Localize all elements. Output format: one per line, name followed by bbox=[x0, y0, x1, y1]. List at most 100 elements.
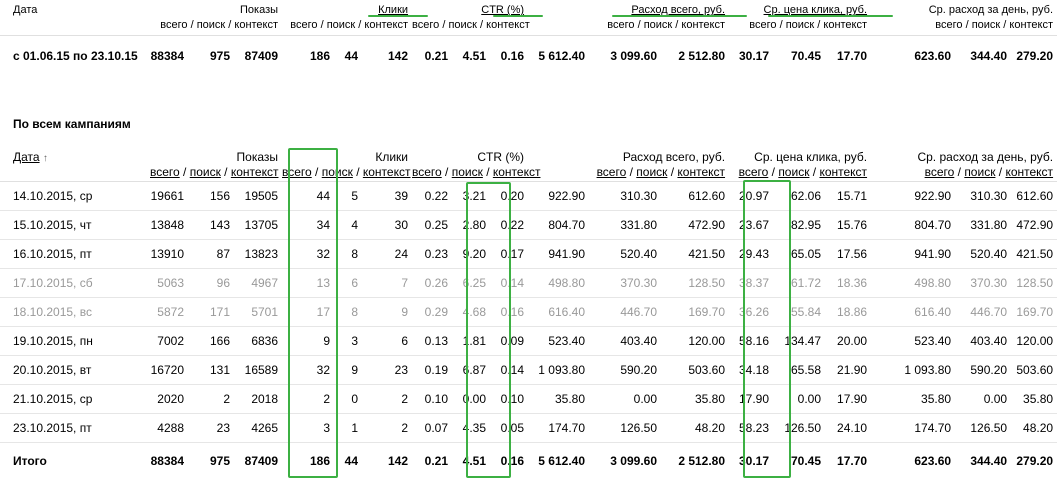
total-shows-all: 88384 bbox=[150, 454, 184, 468]
ctr-sort-context-link[interactable]: контекст bbox=[492, 165, 541, 179]
row-shows-search: 87 bbox=[188, 239, 234, 269]
row-cpc-search: 55.84 bbox=[773, 297, 826, 327]
row-ctr-search: 6.87 bbox=[452, 355, 491, 385]
summary-shows-context: 87409 bbox=[244, 49, 279, 63]
row-daily-context: 48.20 bbox=[1011, 413, 1057, 443]
row-date: 23.10.2015, пт bbox=[0, 413, 150, 443]
row-shows-context: 13705 bbox=[234, 210, 283, 240]
row-cost-all: 941.90 bbox=[528, 239, 590, 269]
row-daily-context: 120.00 bbox=[1011, 326, 1057, 356]
total-cost-search: 3 099.60 bbox=[610, 454, 658, 468]
table-row: 23.10.2015, пт 4288 23 4265 3 1 2 0.07 4.35 0.05 1… bbox=[0, 413, 1057, 443]
row-shows-search: 166 bbox=[188, 326, 234, 356]
row-cpc-all: 36.26 bbox=[729, 297, 774, 327]
shows-sort-context-link[interactable]: контекст bbox=[230, 165, 279, 179]
row-clicks-all: 3 bbox=[282, 413, 335, 443]
table-row: 20.10.2015, вт 16720 131 16589 32 9 23 0.19 6.87… bbox=[0, 355, 1057, 385]
row-cpc-search: 65.05 bbox=[773, 239, 826, 269]
row-cost-search: 590.20 bbox=[589, 355, 662, 385]
summary-cpc-header[interactable]: Ср. цена клика, руб. bbox=[763, 4, 868, 16]
row-clicks-search: 6 bbox=[334, 268, 363, 298]
row-clicks-search: 8 bbox=[334, 239, 363, 269]
row-daily-context: 169.70 bbox=[1011, 297, 1057, 327]
row-cpc-all: 58.16 bbox=[729, 326, 774, 356]
total-cpc-context: 17.70 bbox=[837, 454, 868, 468]
summary-cost-header[interactable]: Расход всего, руб. bbox=[631, 4, 726, 16]
row-cost-all: 1 093.80 bbox=[528, 355, 590, 385]
row-date: 15.10.2015, чт bbox=[0, 210, 150, 240]
row-shows-context: 6836 bbox=[234, 326, 283, 356]
row-ctr-search: 3.21 bbox=[452, 181, 491, 211]
summary-clicks-all: 186 bbox=[310, 49, 331, 63]
date-sort-link[interactable]: Дата bbox=[13, 150, 40, 164]
row-shows-search: 156 bbox=[188, 181, 234, 211]
row-shows-context: 16589 bbox=[234, 355, 283, 385]
cost-sort-all-link[interactable]: всего bbox=[596, 165, 627, 179]
summary-clicks-context: 142 bbox=[388, 49, 409, 63]
row-cost-search: 126.50 bbox=[589, 413, 662, 443]
total-clicks-search: 44 bbox=[344, 454, 359, 468]
row-clicks-all: 44 bbox=[282, 181, 335, 211]
row-daily-all: 804.70 bbox=[871, 210, 956, 240]
shows-sort-search-link[interactable]: поиск bbox=[189, 165, 221, 179]
row-daily-context: 472.90 bbox=[1011, 210, 1057, 240]
clicks-sort-context-link[interactable]: контекст bbox=[362, 165, 411, 179]
summary-clicks-search: 44 bbox=[344, 49, 359, 63]
row-cost-search: 520.40 bbox=[589, 239, 662, 269]
row-clicks-search: 3 bbox=[334, 326, 363, 356]
row-date: 20.10.2015, вт bbox=[0, 355, 150, 385]
annotation-underline-clicks bbox=[368, 15, 428, 17]
row-ctr-all: 0.22 bbox=[412, 181, 453, 211]
row-cost-search: 446.70 bbox=[589, 297, 662, 327]
row-shows-all: 16720 bbox=[150, 355, 188, 385]
summary-ctr-all: 0.21 bbox=[424, 49, 449, 63]
row-cpc-context: 20.00 bbox=[825, 326, 872, 356]
row-daily-context: 35.80 bbox=[1011, 384, 1057, 414]
ctr-sort-all-link[interactable]: всего bbox=[412, 165, 442, 179]
row-shows-search: 171 bbox=[188, 297, 234, 327]
row-cost-all: 922.90 bbox=[528, 181, 590, 211]
row-daily-context: 421.50 bbox=[1011, 239, 1057, 269]
row-cpc-search: 134.47 bbox=[773, 326, 826, 356]
row-cpc-search: 82.95 bbox=[773, 210, 826, 240]
cpc-sort-search-link[interactable]: поиск bbox=[778, 165, 810, 179]
summary-daily-all: 623.60 bbox=[914, 49, 952, 63]
row-daily-all: 174.70 bbox=[871, 413, 956, 443]
row-cost-context: 472.90 bbox=[661, 210, 730, 240]
row-cost-context: 48.20 bbox=[661, 413, 730, 443]
total-clicks-all: 186 bbox=[309, 454, 331, 468]
summary-shows-all: 88384 bbox=[150, 49, 184, 63]
total-cpc-all: 30.17 bbox=[739, 454, 770, 468]
ctr-sort-search-link[interactable]: поиск bbox=[451, 165, 483, 179]
row-cpc-context: 17.56 bbox=[825, 239, 872, 269]
summary-date-header: Дата bbox=[13, 4, 38, 16]
row-daily-search: 0.00 bbox=[955, 384, 1012, 414]
clicks-sort-all-link[interactable]: всего bbox=[282, 165, 312, 179]
cost-sort-search-link[interactable]: поиск bbox=[636, 165, 668, 179]
row-cost-all: 523.40 bbox=[528, 326, 590, 356]
cpc-sort-all-link[interactable]: всего bbox=[738, 165, 769, 179]
daily-sort-all-link[interactable]: всего bbox=[924, 165, 955, 179]
shows-header: Показы bbox=[236, 150, 279, 164]
row-ctr-context: 0.17 bbox=[490, 239, 529, 269]
summary-clicks-header[interactable]: Клики bbox=[378, 4, 409, 16]
table-row: 14.10.2015, ср 19661 156 19505 44 5 39 0.22 3.21… bbox=[0, 181, 1057, 211]
shows-sort-all-link[interactable]: всего bbox=[150, 165, 180, 179]
total-shows-search: 975 bbox=[209, 454, 230, 468]
cpc-sort-context-link[interactable]: контекст bbox=[819, 165, 868, 179]
cost-sort-context-link[interactable]: контекст bbox=[677, 165, 726, 179]
summary-shows-search: 975 bbox=[209, 49, 230, 63]
daily-sort-search-link[interactable]: поиск bbox=[964, 165, 996, 179]
total-daily-all: 623.60 bbox=[914, 454, 952, 468]
row-cost-all: 804.70 bbox=[528, 210, 590, 240]
daily-header: Ср. расход за день, руб. bbox=[917, 150, 1054, 164]
total-cpc-search: 70.45 bbox=[791, 454, 822, 468]
row-shows-context: 5701 bbox=[234, 297, 283, 327]
row-clicks-all: 32 bbox=[282, 355, 335, 385]
row-clicks-search: 8 bbox=[334, 297, 363, 327]
daily-sort-context-link[interactable]: контекст bbox=[1005, 165, 1054, 179]
summary-ctr-header[interactable]: CTR (%) bbox=[481, 4, 525, 16]
row-cpc-context: 15.71 bbox=[825, 181, 872, 211]
clicks-sort-search-link[interactable]: поиск bbox=[321, 165, 353, 179]
summary-shows-header: Показы bbox=[240, 4, 279, 16]
